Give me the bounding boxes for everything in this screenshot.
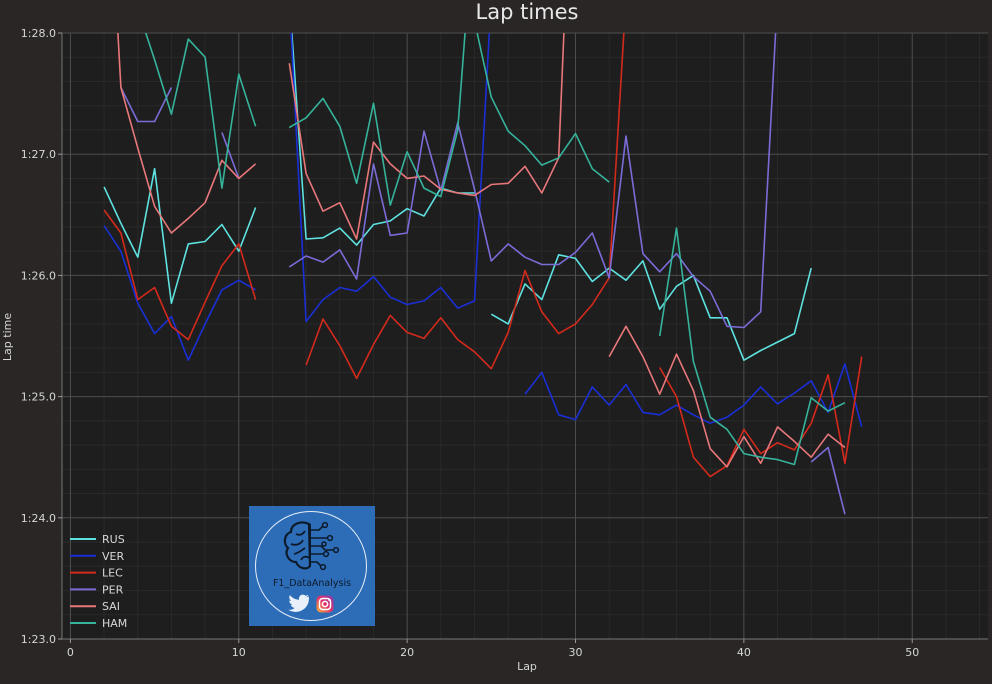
x-tick-label: 30	[569, 646, 583, 659]
legend-label-lec: LEC	[102, 567, 123, 580]
y-tick-label: 1:28.0	[21, 27, 56, 40]
brain-circuit-icon	[283, 521, 340, 571]
x-tick-label: 0	[67, 646, 74, 659]
legend-label-per: PER	[102, 583, 124, 596]
minor-grid	[62, 33, 988, 639]
series-line-rus	[103, 33, 812, 361]
ticks-layer: 0 10 20 30 40 50 1:23.0 1:24.0 1:25.0 1:26.0 1:27.…	[21, 27, 919, 659]
legend-label-sai: SAI	[102, 600, 120, 613]
x-axis-label: Lap	[517, 660, 537, 673]
legend-label-ham: HAM	[102, 617, 127, 630]
chart-title: Lap times	[476, 0, 579, 24]
f1-dataanalysis-logo: F1_DataAnalysis	[249, 506, 375, 626]
major-grid	[62, 32, 988, 640]
legend: RUS VER LEC PER SAI HAM	[70, 533, 127, 630]
y-tick-label: 1:23.0	[21, 633, 56, 646]
plot-background	[62, 33, 988, 639]
twitter-icon[interactable]	[288, 594, 310, 612]
logo-text: F1_DataAnalysis	[272, 578, 352, 589]
y-tick-label: 1:24.0	[21, 512, 56, 525]
x-tick-label: 20	[400, 646, 414, 659]
series-line-ham	[144, 33, 846, 466]
series-line-sai	[117, 33, 846, 468]
y-axis-label: Lap time	[1, 313, 14, 361]
series-line-ver	[103, 33, 863, 428]
legend-label-rus: RUS	[102, 533, 125, 546]
x-tick-label: 40	[737, 646, 751, 659]
y-tick-label: 1:27.0	[21, 148, 56, 161]
series-line-per	[120, 33, 846, 515]
y-tick-label: 1:25.0	[21, 391, 56, 404]
instagram-icon[interactable]	[316, 595, 334, 613]
logo-ring	[255, 511, 367, 621]
series-line-lec	[103, 33, 863, 478]
x-tick-label: 50	[905, 646, 919, 659]
x-tick-label: 10	[232, 646, 246, 659]
legend-label-ver: VER	[102, 550, 124, 563]
series-layer	[103, 33, 863, 515]
y-tick-label: 1:26.0	[21, 269, 56, 282]
